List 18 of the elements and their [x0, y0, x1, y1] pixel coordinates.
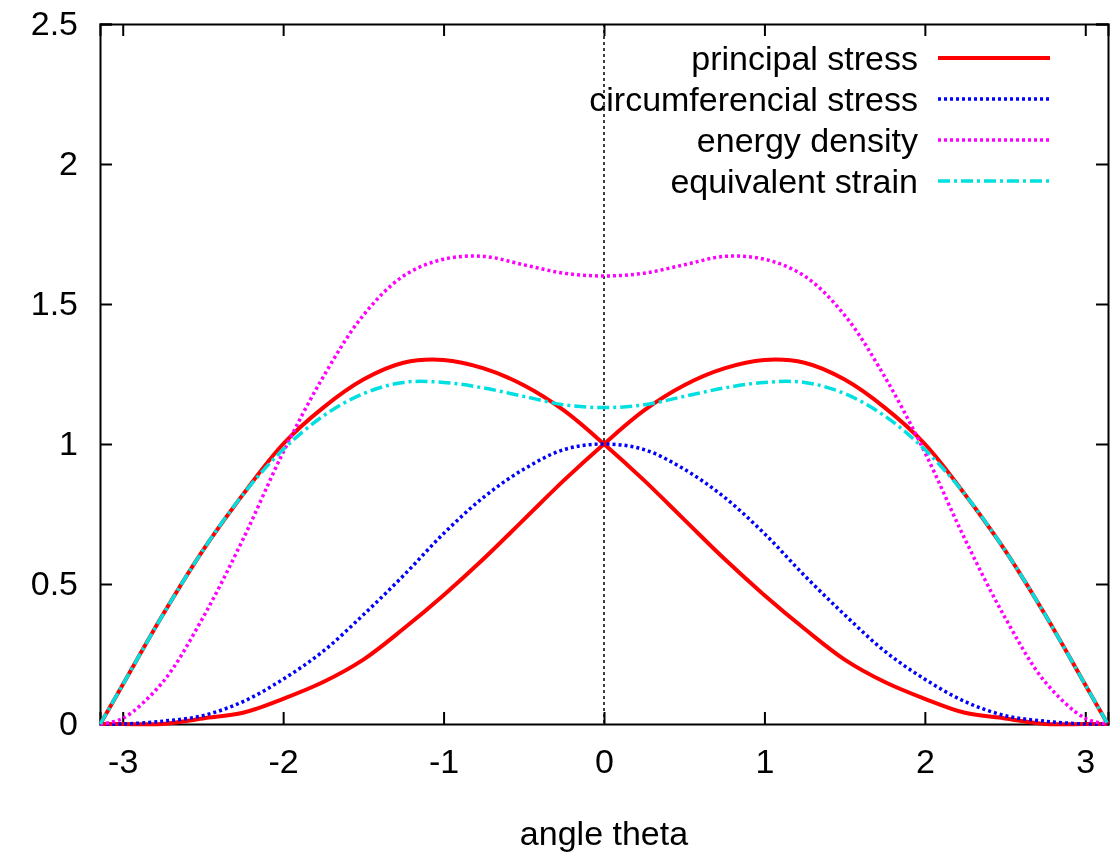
x-tick-label: 3 [1076, 741, 1096, 780]
legend-label: energy density [696, 121, 918, 159]
x-tick-label: 2 [915, 741, 935, 780]
legend-label: principal stress [691, 39, 918, 77]
x-tick-label: -2 [268, 741, 299, 780]
x-axis-title: angle theta [519, 814, 689, 852]
y-tick-label: 2 [59, 144, 78, 183]
y-tick-label: 1.5 [30, 284, 78, 323]
x-tick-label: 0 [595, 741, 614, 780]
x-tick-label: -1 [428, 741, 460, 780]
y-tick-label: 2.5 [30, 4, 78, 43]
legend-label: circumferencial stress [589, 80, 918, 118]
x-tick-label: 1 [755, 741, 775, 780]
y-tick-label: 0 [59, 704, 78, 743]
y-tick-label: 1 [59, 424, 78, 463]
y-tick-label: 0.5 [30, 564, 78, 603]
x-tick-label: -3 [108, 741, 139, 780]
legend-label: equivalent strain [670, 162, 918, 200]
